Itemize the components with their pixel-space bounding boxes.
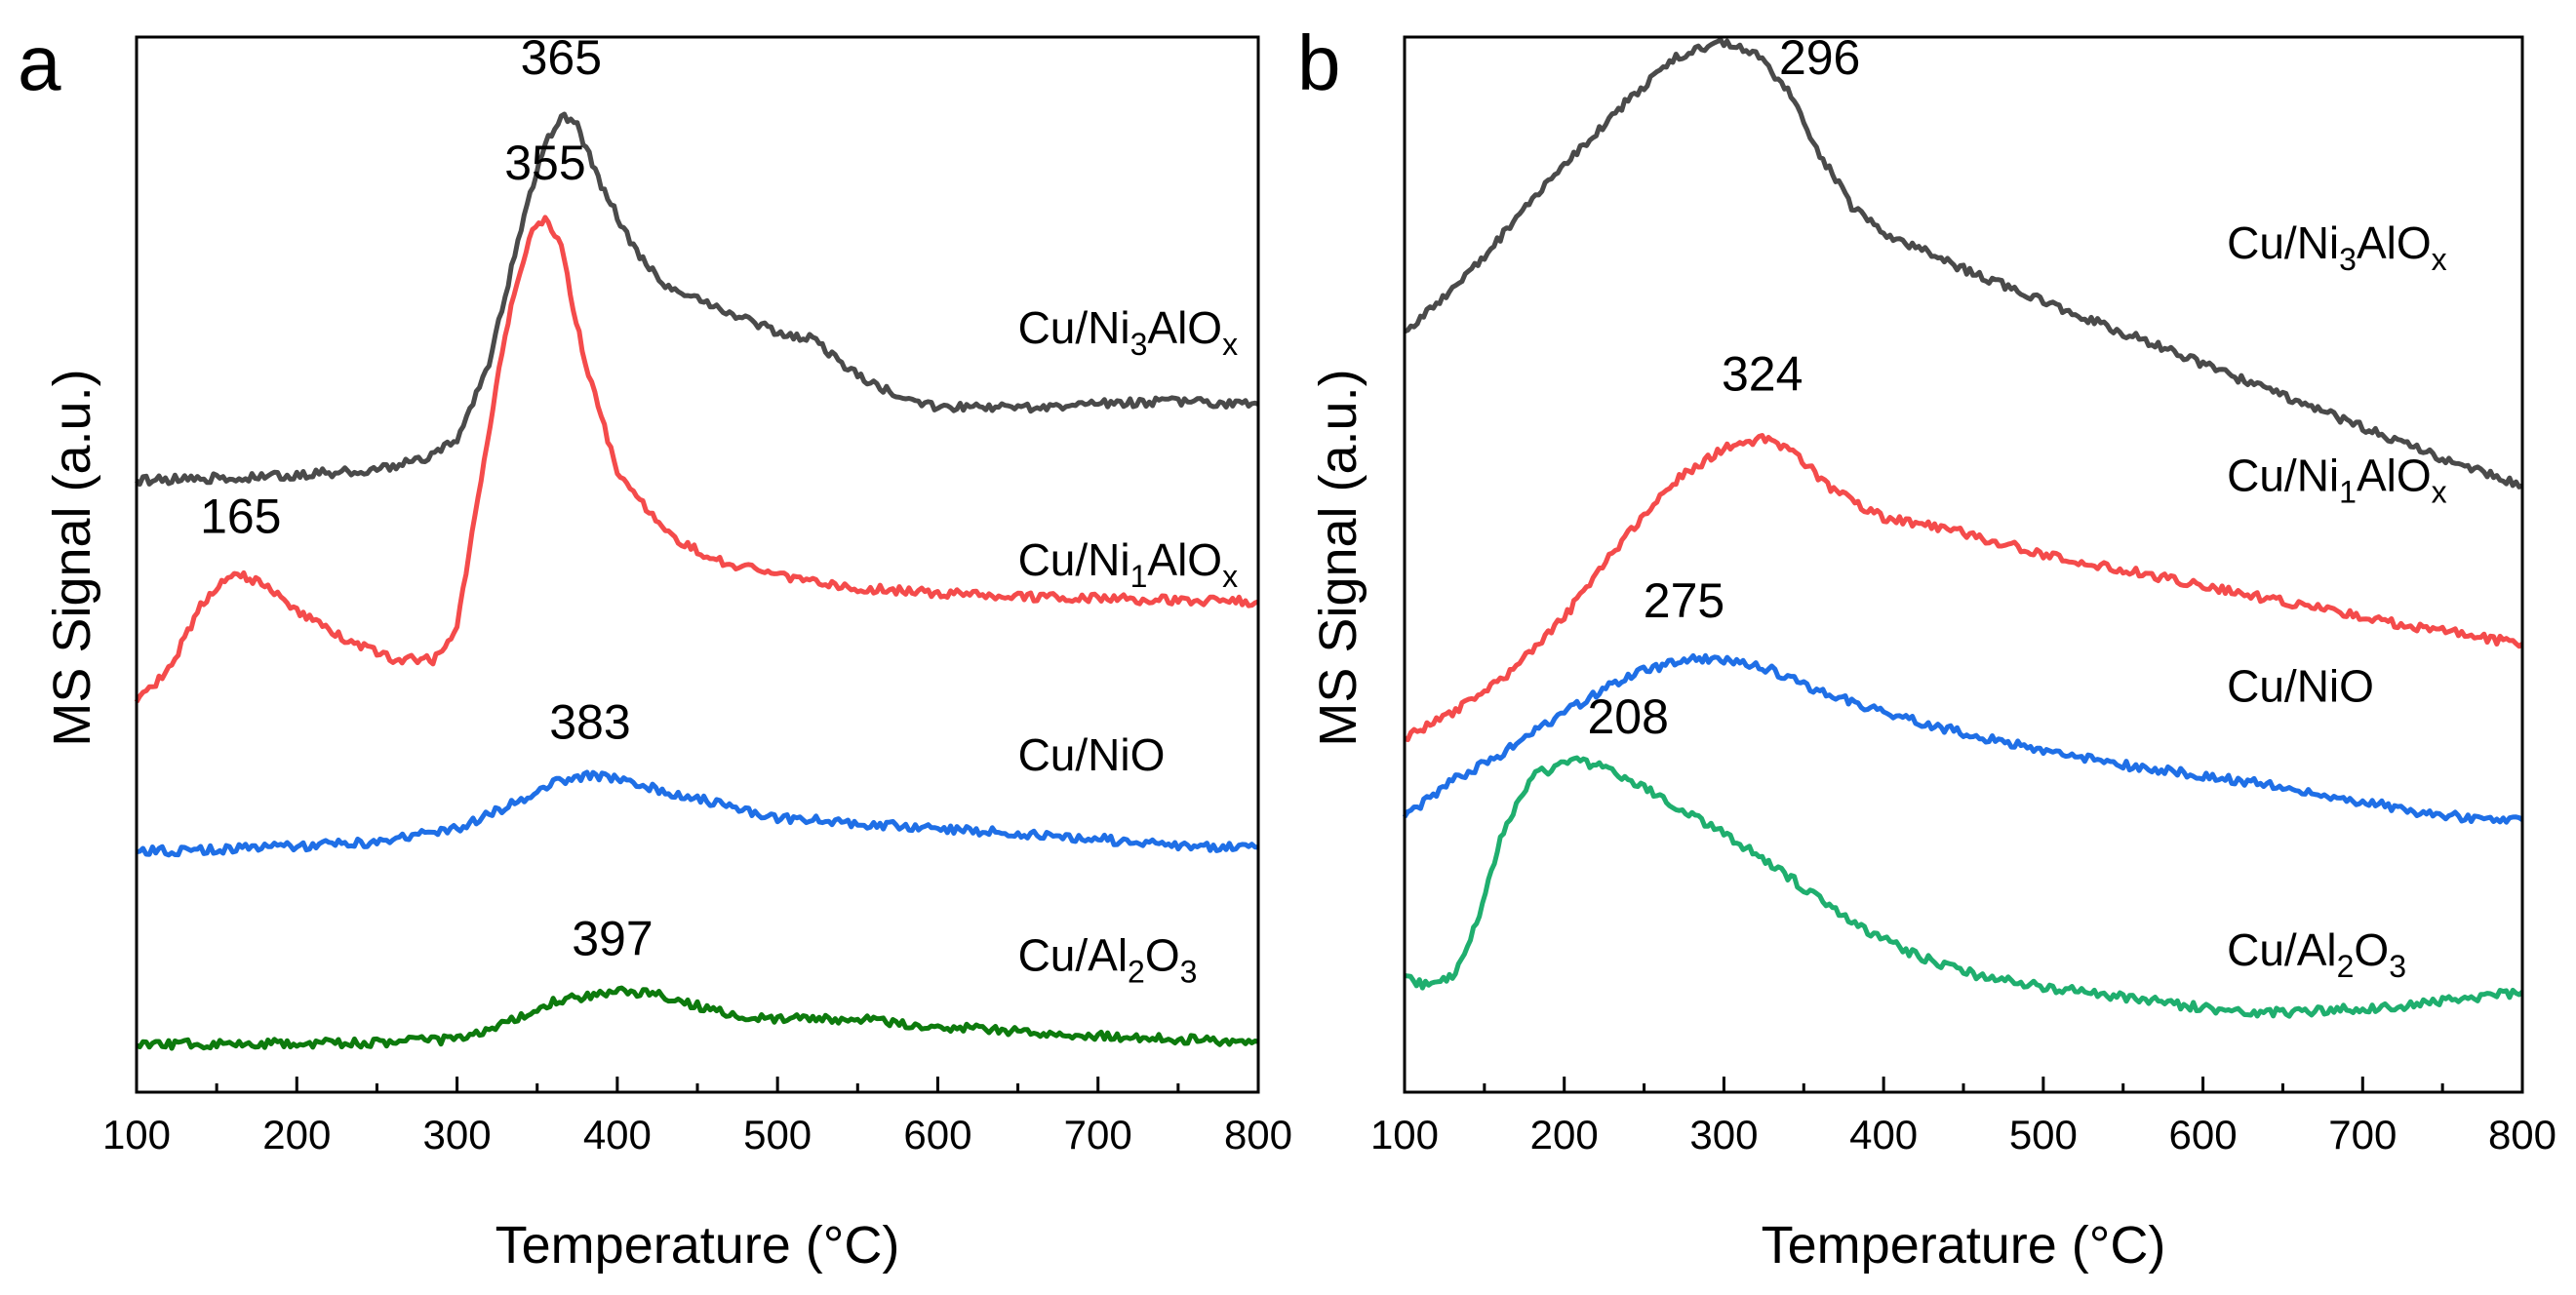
x-tick-label-b-0: 100 bbox=[1370, 1112, 1439, 1158]
x-tick-label-b-4: 500 bbox=[2009, 1112, 2078, 1158]
series-line-a-3 bbox=[136, 769, 1259, 858]
x-tick-label-b-1: 200 bbox=[1530, 1112, 1599, 1158]
peak-annotation-b-3: 275 bbox=[1644, 573, 1724, 628]
x-tick-label-a-1: 200 bbox=[262, 1112, 331, 1158]
peak-annotation-a-5: 397 bbox=[572, 911, 653, 965]
series-label-part: O bbox=[2354, 924, 2389, 975]
x-tick-label-a-3: 400 bbox=[583, 1112, 652, 1158]
series-label-part: x bbox=[2432, 242, 2447, 277]
series-label-part: 2 bbox=[1128, 955, 1145, 990]
x-tick-label-a-0: 100 bbox=[102, 1112, 171, 1158]
x-tick-label-b-6: 700 bbox=[2328, 1112, 2397, 1158]
series-label-part: 3 bbox=[2389, 949, 2406, 984]
series-label-part: Cu/Ni bbox=[1018, 534, 1130, 585]
series-label-part: AlO bbox=[1147, 534, 1222, 585]
series-label-part: Cu/Al bbox=[1018, 930, 1128, 981]
series-label-part: Cu/Al bbox=[2227, 924, 2336, 975]
series-label-part: Cu/Ni bbox=[2227, 217, 2339, 268]
series-label-a-4: Cu/Al2O3 bbox=[1018, 930, 1198, 990]
series-label-part: x bbox=[1222, 327, 1238, 362]
series-label-part: O bbox=[1145, 930, 1180, 981]
series-label-part: 1 bbox=[2339, 474, 2357, 509]
series-label-part: 3 bbox=[2339, 242, 2357, 277]
series-label-b-2: Cu/Ni1AlOx bbox=[2227, 450, 2447, 509]
peak-annotation-b-1: 296 bbox=[1779, 30, 1860, 85]
series-label-part: 1 bbox=[1130, 559, 1148, 594]
x-tick-label-a-4: 500 bbox=[743, 1112, 812, 1158]
panel-a: a MS Signal (a.u.) Temperature (°C) Cu/N… bbox=[18, 20, 1292, 1275]
panel-b: b MS Signal (a.u.) Temperature (°C) Cu/N… bbox=[1297, 20, 2556, 1275]
peak-annotation-a-3: 165 bbox=[200, 490, 281, 544]
x-tick-label-a-6: 700 bbox=[1064, 1112, 1132, 1158]
peak-annotation-a-2: 355 bbox=[504, 136, 585, 190]
peak-annotation-b-4: 208 bbox=[1587, 689, 1668, 744]
series-label-part: Cu/Ni bbox=[2227, 450, 2339, 500]
series-line-b-3 bbox=[1402, 652, 2524, 825]
series-label-part: Cu/NiO bbox=[2227, 661, 2374, 712]
series-label-a-2: Cu/Ni1AlOx bbox=[1018, 534, 1239, 594]
series-label-b-3: Cu/NiO bbox=[2227, 661, 2374, 712]
x-axis-label-b: Temperature (°C) bbox=[1762, 1216, 2166, 1275]
x-tick-label-b-3: 400 bbox=[1849, 1112, 1918, 1158]
x-tick-label-a-2: 300 bbox=[423, 1112, 492, 1158]
y-axis-label-b: MS Signal (a.u.) bbox=[1309, 369, 1367, 746]
series-line-a-1 bbox=[135, 111, 1259, 488]
series-line-b-4 bbox=[1404, 755, 2524, 1019]
x-tick-label-a-5: 600 bbox=[903, 1112, 971, 1158]
series-label-part: 3 bbox=[1130, 327, 1148, 362]
series-label-part: Cu/Ni bbox=[1018, 302, 1130, 353]
peak-annotation-a-4: 383 bbox=[549, 695, 630, 750]
series-line-a-2 bbox=[134, 215, 1259, 704]
series-label-part: AlO bbox=[2357, 217, 2432, 268]
x-tick-label-b-2: 300 bbox=[1689, 1112, 1758, 1158]
series-label-part: AlO bbox=[2357, 450, 2432, 500]
series-line-b-2 bbox=[1403, 433, 2524, 743]
series-label-a-1: Cu/Ni3AlOx bbox=[1018, 302, 1239, 362]
peak-annotation-b-2: 324 bbox=[1722, 346, 1803, 401]
series-label-part: 3 bbox=[1180, 955, 1198, 990]
x-axis-label-a: Temperature (°C) bbox=[495, 1216, 900, 1275]
series-label-part: x bbox=[2432, 474, 2447, 509]
y-axis-label-a: MS Signal (a.u.) bbox=[43, 369, 101, 746]
series-label-a-3: Cu/NiO bbox=[1018, 729, 1166, 780]
series-label-part: AlO bbox=[1147, 302, 1222, 353]
panel-label-b: b bbox=[1297, 20, 1341, 106]
series-label-part: 2 bbox=[2337, 949, 2355, 984]
x-tick-label-b-7: 800 bbox=[2488, 1112, 2556, 1158]
peak-annotation-a-1: 365 bbox=[521, 30, 602, 85]
series-label-b-1: Cu/Ni3AlOx bbox=[2227, 217, 2447, 277]
series-line-b-1 bbox=[1404, 37, 2523, 490]
series-line-a-4 bbox=[135, 985, 1259, 1051]
panel-label-a: a bbox=[18, 20, 61, 106]
series-label-part: Cu/NiO bbox=[1018, 729, 1166, 780]
x-tick-label-b-5: 600 bbox=[2169, 1112, 2238, 1158]
series-label-part: x bbox=[1222, 559, 1238, 594]
series-label-b-4: Cu/Al2O3 bbox=[2227, 924, 2406, 984]
x-tick-label-a-7: 800 bbox=[1224, 1112, 1292, 1158]
